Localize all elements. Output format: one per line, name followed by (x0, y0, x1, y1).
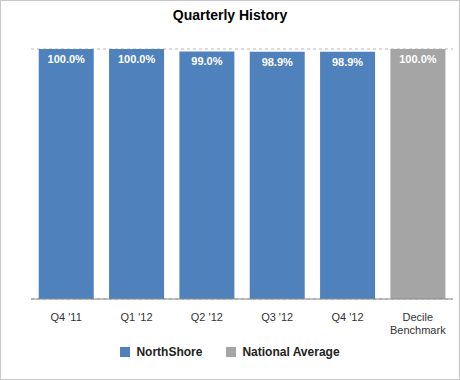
svg-text:100.0%: 100.0% (118, 53, 156, 65)
svg-text:DecileBenchmark: DecileBenchmark (390, 311, 446, 336)
svg-text:Q3 '12: Q3 '12 (261, 311, 293, 323)
svg-text:100.0%: 100.0% (399, 53, 437, 65)
svg-text:98.9%: 98.9% (332, 56, 363, 68)
svg-text:99.0%: 99.0% (191, 55, 222, 67)
svg-text:Q2 '12: Q2 '12 (191, 311, 223, 323)
html-text:Quarterly History: Quarterly History (172, 7, 288, 23)
svg-text:98.9%: 98.9% (262, 56, 293, 68)
svg-text:Q4 '12: Q4 '12 (331, 311, 363, 323)
html-text:National Average: National Average (242, 345, 340, 359)
html-text:NorthShore: NorthShore (136, 345, 203, 359)
svg-text:Q1 '12: Q1 '12 (120, 311, 152, 323)
svg-text:Q4 '11: Q4 '11 (51, 311, 82, 323)
svg-text:100.0%: 100.0% (48, 53, 86, 65)
